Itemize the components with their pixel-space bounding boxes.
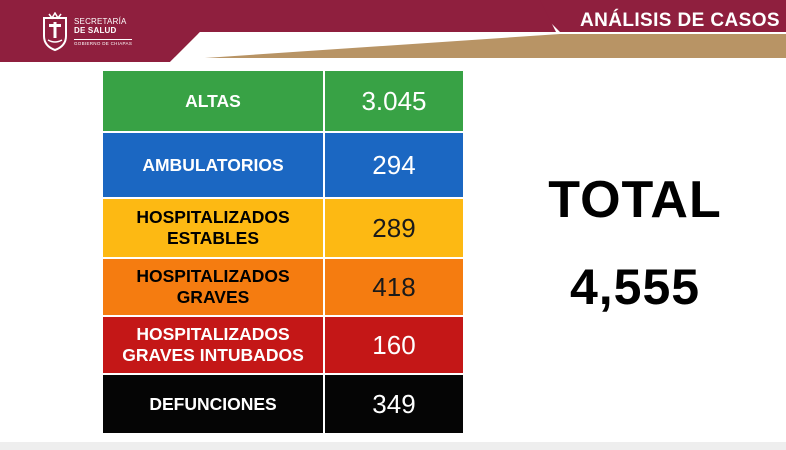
case-value: 294 <box>323 131 465 199</box>
case-value: 349 <box>323 373 465 435</box>
case-row: HOSPITALIZADOS GRAVES 418 <box>101 257 465 317</box>
case-label: ALTAS <box>101 69 325 133</box>
cases-table: ALTAS 3.045 AMBULATORIOS 294 HOSPITALIZADOS … <box>101 69 465 435</box>
ministry-logo: SECRETARÍA DE SALUD GOBIERNO DE CHIAPAS <box>40 12 140 56</box>
case-label: HOSPITALIZADOS GRAVES <box>101 257 325 317</box>
coat-of-arms-icon <box>43 12 67 52</box>
case-row: DEFUNCIONES 349 <box>101 373 465 435</box>
logo-line-gobierno: GOBIERNO DE CHIAPAS <box>74 41 133 46</box>
logo-line-secretaria: SECRETARÍA <box>74 17 127 26</box>
cases-table-body: ALTAS 3.045 AMBULATORIOS 294 HOSPITALIZADOS … <box>101 69 465 435</box>
header-bar <box>0 0 786 66</box>
case-value: 160 <box>323 315 465 375</box>
case-value: 289 <box>323 197 465 259</box>
case-row: ALTAS 3.045 <box>101 69 465 133</box>
header-banner-shape <box>0 0 786 66</box>
case-value: 418 <box>323 257 465 317</box>
case-label: HOSPITALIZADOS GRAVES INTUBADOS <box>101 315 325 375</box>
case-label: DEFUNCIONES <box>101 373 325 435</box>
total-label: TOTAL <box>548 171 722 229</box>
total-value: 4,555 <box>569 259 701 315</box>
logo-text: SECRETARÍA DE SALUD GOBIERNO DE CHIAPAS <box>74 18 132 47</box>
case-row: HOSPITALIZADOS GRAVES INTUBADOS 160 <box>101 315 465 375</box>
page-title: ANÁLISIS DE CASOS <box>580 10 780 31</box>
case-label: HOSPITALIZADOS ESTABLES <box>101 197 325 259</box>
case-value: 3.045 <box>323 69 465 133</box>
case-row: AMBULATORIOS 294 <box>101 131 465 199</box>
logo-divider <box>74 39 132 40</box>
case-row: HOSPITALIZADOS ESTABLES 289 <box>101 197 465 259</box>
case-label: AMBULATORIOS <box>101 131 325 199</box>
bottom-edge <box>0 442 786 450</box>
logo-line-de-salud: DE SALUD <box>74 26 117 35</box>
